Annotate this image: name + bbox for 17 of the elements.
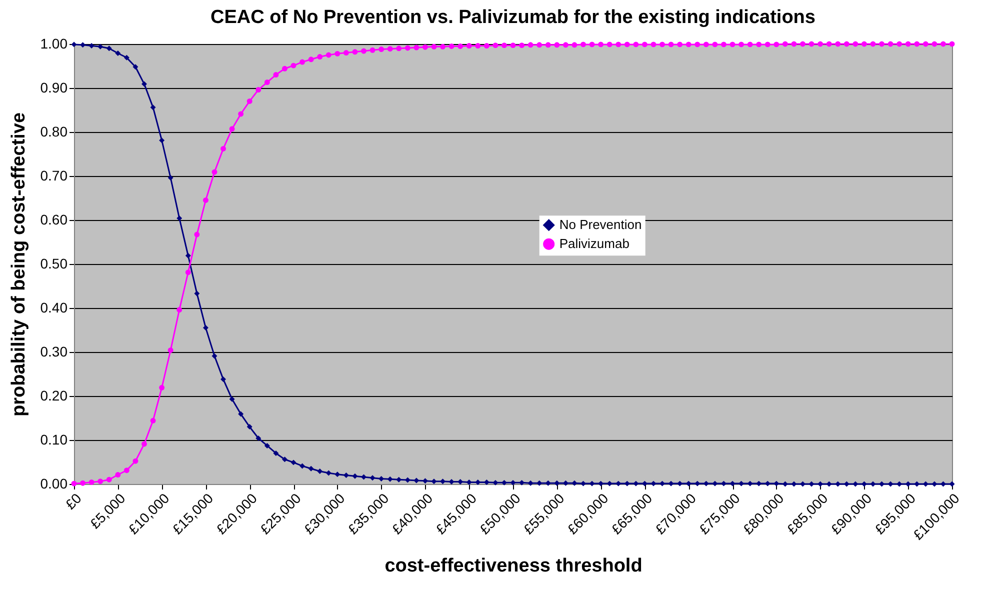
y-tick-label: 0.50 — [40, 256, 68, 272]
y-tick-label: 0.40 — [40, 300, 68, 316]
y-tick-label: 0.70 — [40, 168, 68, 184]
y-tick-label: 0.30 — [40, 344, 68, 360]
y-tick-label: 0.60 — [40, 212, 68, 228]
x-axis-title: cost-effectiveness threshold — [384, 556, 642, 577]
y-tick-label: 0.10 — [40, 432, 68, 448]
legend-label: No Prevention — [559, 217, 642, 232]
y-tick-label: 0.20 — [40, 388, 68, 404]
legend-label: Palivizumab — [559, 236, 630, 252]
y-tick-label: 0.80 — [40, 124, 68, 140]
y-tick-label: 0.90 — [40, 80, 68, 96]
chart-title: CEAC of No Prevention vs. Palivizumab for the existing indications — [210, 7, 816, 28]
y-axis-title: probability of being cost-effective — [8, 112, 30, 417]
x-tick-label: £0 — [62, 490, 85, 512]
y-tick-label: 1.00 — [40, 36, 68, 52]
y-tick-label: 0.00 — [40, 476, 68, 492]
